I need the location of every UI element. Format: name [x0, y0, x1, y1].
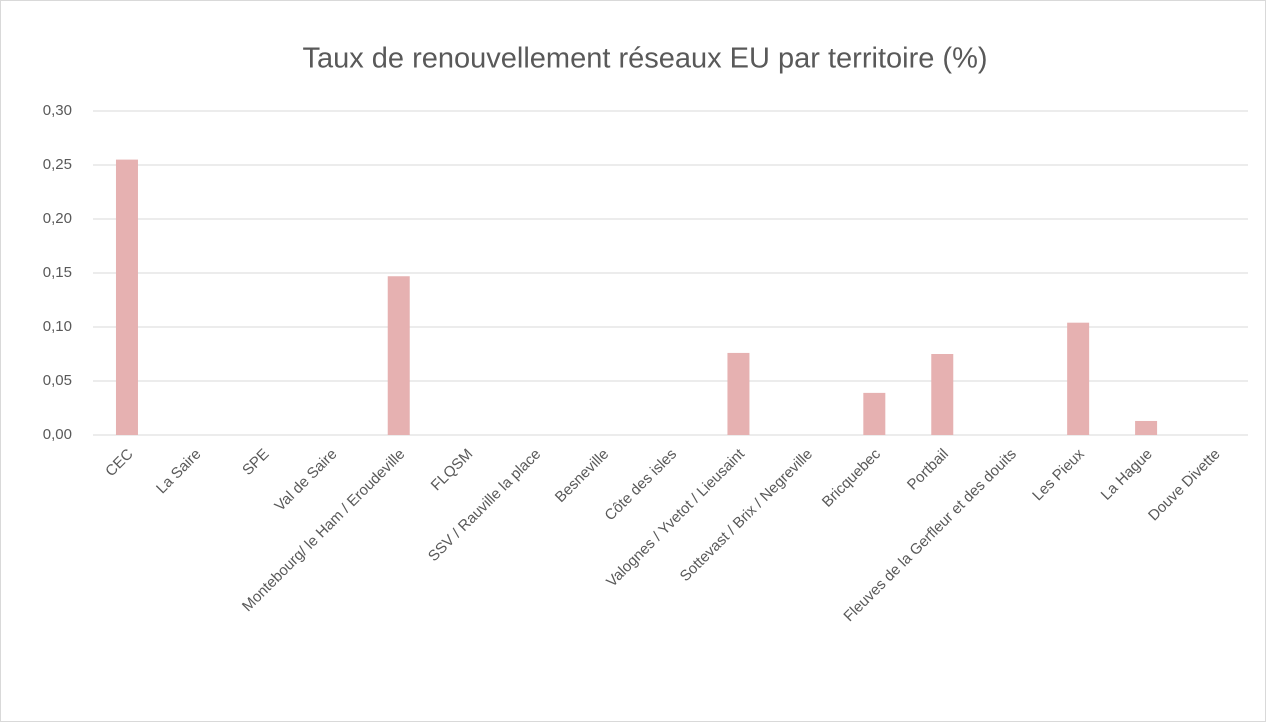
y-tick-label: 0,20: [43, 210, 72, 227]
y-tick-label: 0,05: [43, 372, 72, 389]
bar: [387, 276, 410, 435]
bar: [1067, 322, 1090, 435]
bar: [1135, 420, 1158, 435]
y-tick-label: 0,10: [43, 318, 72, 335]
chart-title: Taux de renouvellement réseaux EU par te…: [302, 43, 987, 75]
bar: [931, 354, 954, 435]
bar: [727, 352, 750, 435]
bar: [863, 392, 886, 435]
y-tick-label: 0,25: [43, 156, 72, 173]
y-tick-label: 0,30: [43, 102, 72, 119]
bar: [115, 159, 138, 435]
y-tick-label: 0,00: [43, 426, 72, 443]
y-tick-label: 0,15: [43, 264, 72, 281]
